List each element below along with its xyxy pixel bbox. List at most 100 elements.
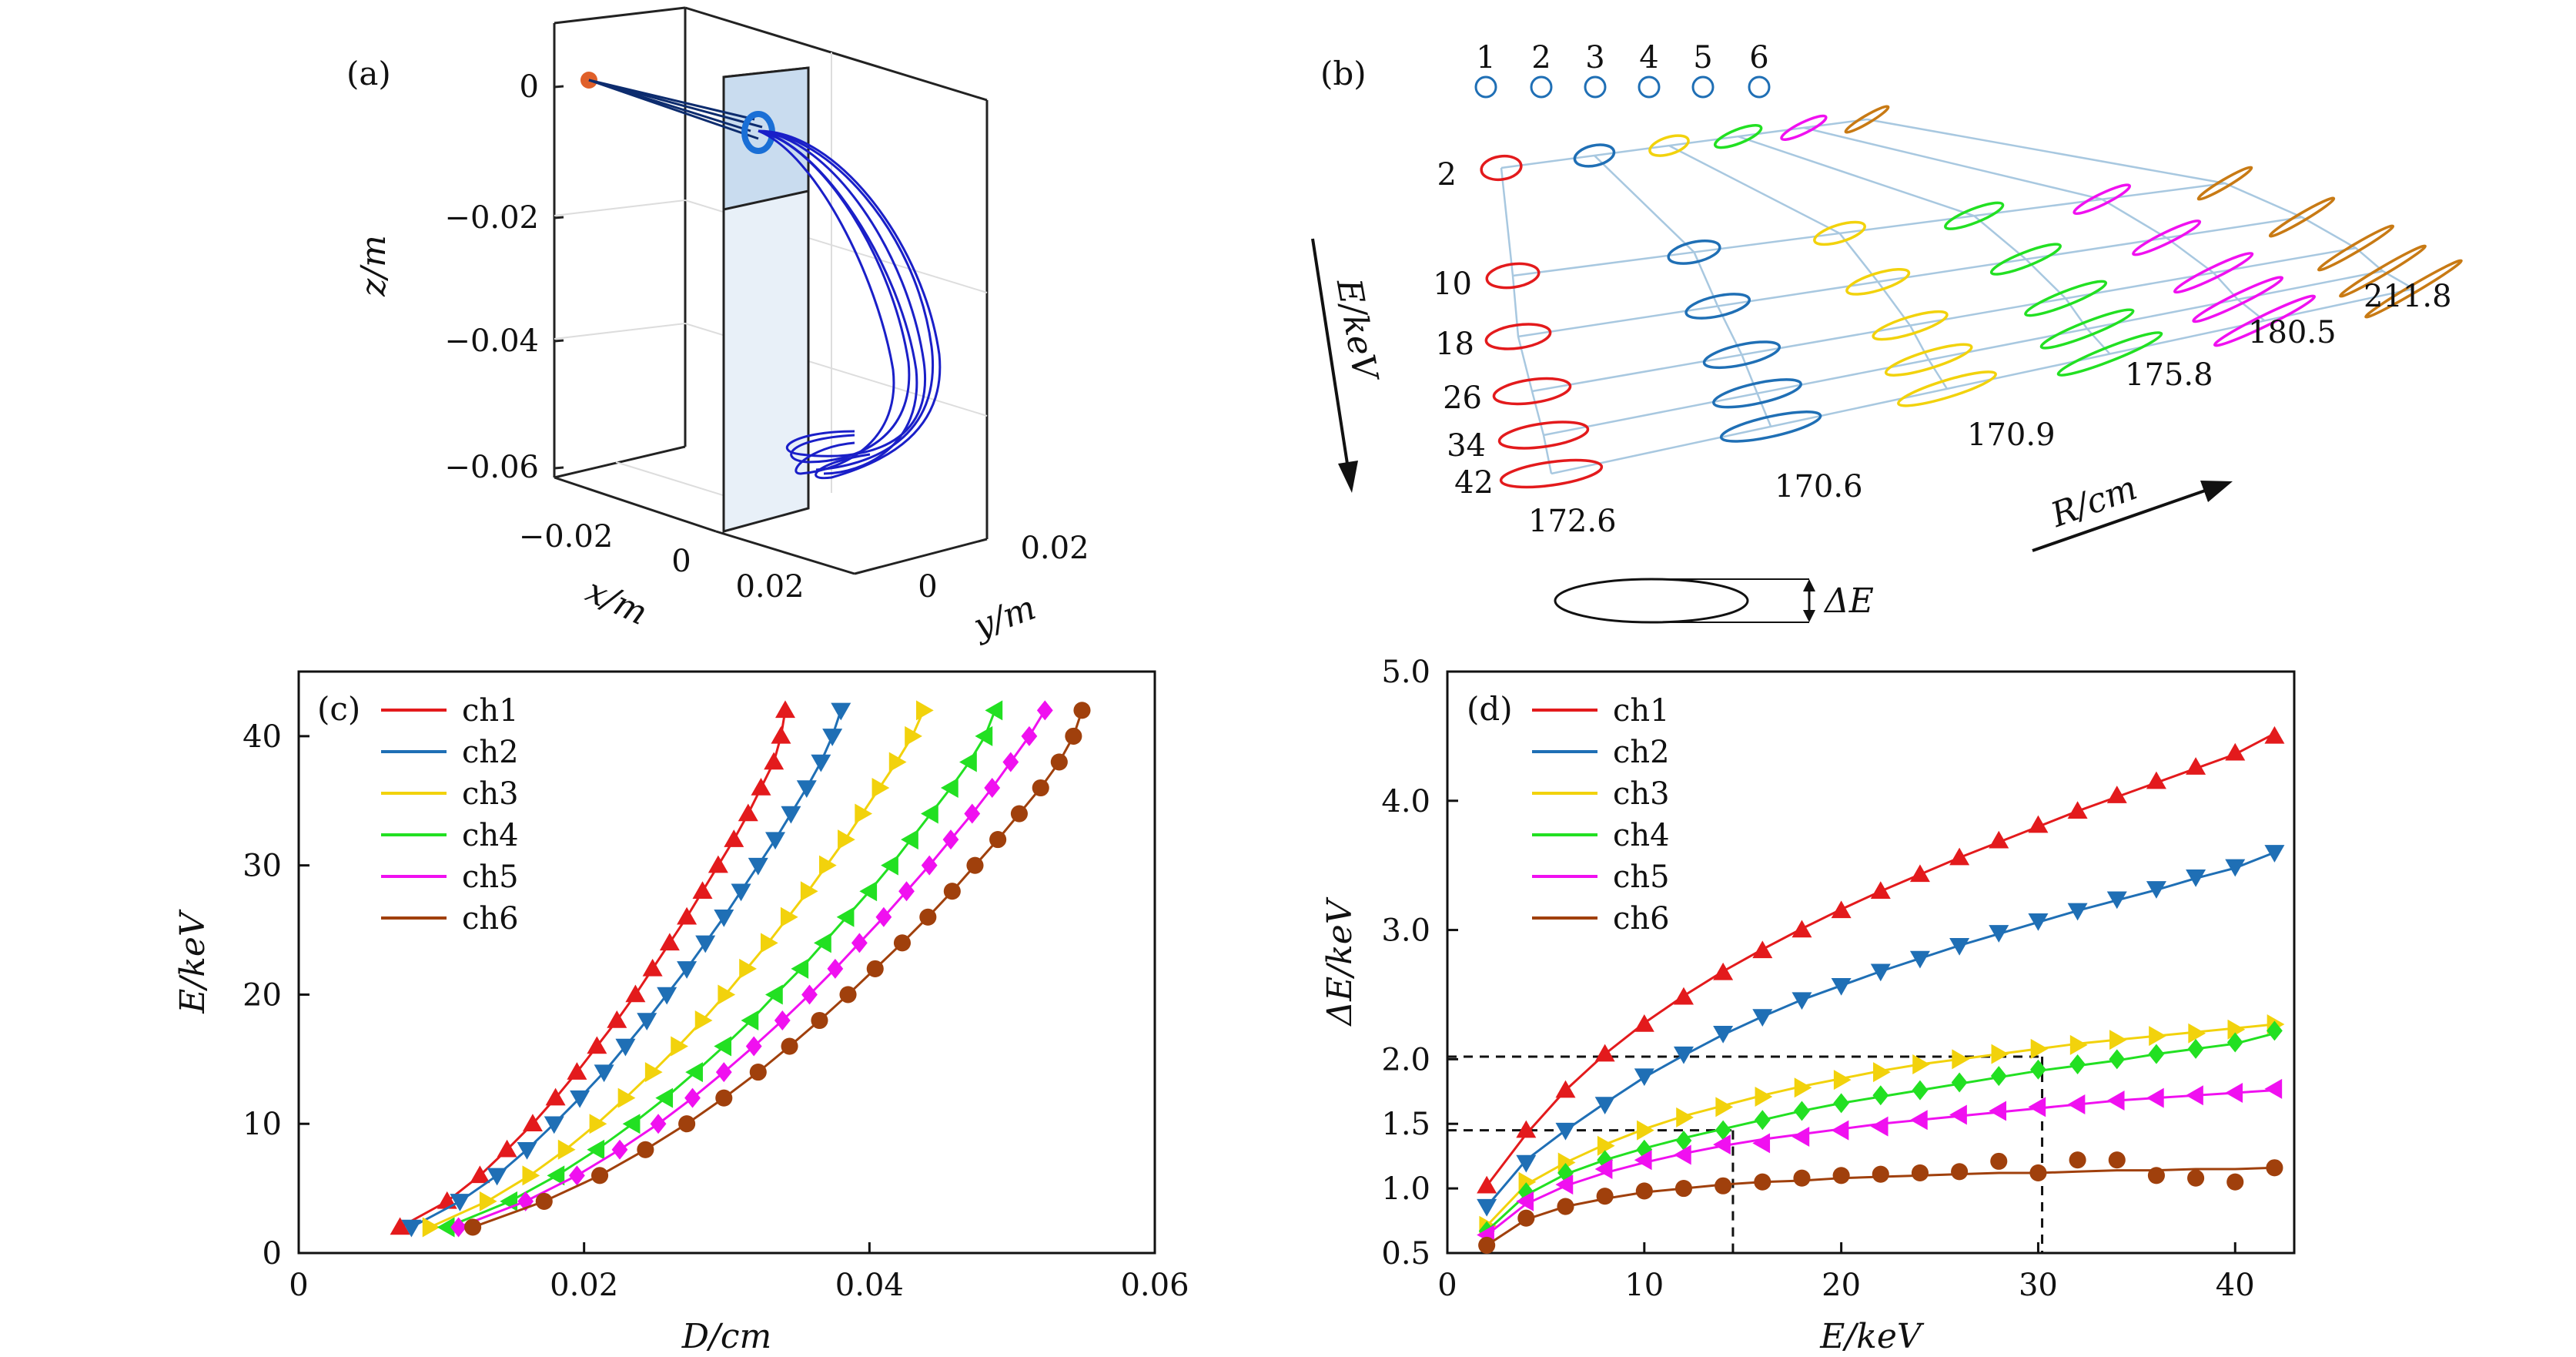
data-point: [771, 725, 791, 744]
data-point: [760, 933, 778, 953]
series-ch3: [422, 700, 934, 1238]
data-point: [2028, 1097, 2046, 1117]
panel-c-label: (c): [317, 690, 360, 728]
x-axis-label: x/m: [580, 571, 653, 634]
data-point: [1990, 1152, 2008, 1170]
z-tick: −0.06: [444, 450, 539, 485]
channel-number: 5: [1693, 40, 1712, 75]
data-point: [814, 933, 831, 953]
data-point: [2264, 725, 2285, 744]
axis-ticks: 0 0.02 0.04 0.06 0 10 20 30 40: [243, 719, 1189, 1303]
channel-ellipse: [1684, 293, 1751, 320]
axis-ticks: 0 10 20 30 40 0.5 1.0 1.5 2.0 3.0 4.0 5.0: [1381, 655, 2254, 1303]
data-point: [637, 1013, 657, 1030]
y-tick-label: 1.5: [1381, 1107, 1430, 1142]
y-axis-label: ΔE/keV: [1320, 896, 1360, 1027]
data-point: [1793, 1169, 1811, 1187]
data-point: [545, 1087, 566, 1106]
radius-arrow: [2032, 488, 2210, 552]
data-point: [1755, 1086, 1773, 1107]
data-point: [715, 1062, 732, 1083]
channel-ellipse: [1884, 343, 1973, 377]
data-point: [450, 1217, 467, 1238]
data-point: [1516, 1120, 1537, 1138]
data-point: [544, 1116, 564, 1134]
data-point: [2186, 869, 2206, 887]
data-point: [2226, 1173, 2244, 1191]
data-point: [731, 883, 751, 902]
data-point: [745, 1036, 762, 1057]
data-point: [2109, 1049, 2126, 1070]
x-tick-label: 0.02: [550, 1268, 618, 1303]
data-point: [1634, 1150, 1652, 1171]
data-point: [1831, 977, 1852, 996]
y-tick-label: 2.0: [1381, 1042, 1430, 1077]
data-point: [569, 1165, 585, 1186]
energy-label: 42: [1454, 465, 1494, 501]
data-point: [2030, 1038, 2049, 1059]
channel-ellipse: [2039, 308, 2135, 350]
data-point: [678, 1115, 696, 1133]
data-point: [1791, 1127, 1810, 1147]
data-point: [464, 1218, 482, 1236]
data-point: [1032, 779, 1049, 797]
data-point: [859, 881, 878, 902]
series-ch4: [437, 700, 1003, 1238]
legend-label: ch6: [462, 901, 519, 936]
data-point: [1673, 1144, 1691, 1165]
data-point: [587, 1139, 605, 1160]
data-point: [617, 1087, 636, 1108]
data-point: [1991, 1044, 2009, 1064]
series-ch2: [1477, 845, 2285, 1217]
data-point: [966, 856, 984, 874]
box-frame: [553, 6, 989, 575]
channel-ellipse: [1499, 458, 1604, 489]
data-point: [567, 1062, 587, 1080]
channel-marker: [1584, 75, 1607, 99]
data-point: [1594, 1044, 1615, 1062]
data-point: [677, 906, 698, 925]
data-point: [401, 1219, 422, 1238]
data-point: [1478, 1236, 1496, 1254]
data-point: [1477, 1198, 1497, 1217]
x-tick-label: 0.04: [835, 1268, 904, 1303]
energy-arrowhead: [1338, 461, 1358, 493]
panel-b-label: (b): [1320, 55, 1367, 92]
delta-ellipse: [1554, 578, 1749, 624]
data-point: [881, 855, 898, 876]
data-point: [1912, 1054, 1930, 1075]
delta-label: ΔE: [1823, 581, 1874, 621]
beam-lines: [588, 79, 763, 140]
data-point: [1517, 1182, 1534, 1203]
x-tick-label: 0.06: [1120, 1268, 1189, 1303]
channel-ellipse: [1897, 370, 1997, 407]
data-point: [2225, 1082, 2243, 1103]
data-point: [748, 857, 768, 876]
data-point: [851, 933, 868, 953]
data-point: [871, 778, 890, 798]
channel-ellipse: [2364, 259, 2463, 319]
data-point: [1477, 1175, 1497, 1194]
data-point: [1952, 1049, 1970, 1070]
energy-arrow: [1311, 238, 1350, 474]
data-point: [1065, 727, 1082, 745]
data-point: [2069, 1054, 2086, 1075]
channel-ellipse: [1713, 124, 1763, 149]
data-point: [2030, 1059, 2046, 1080]
data-point: [985, 700, 1003, 721]
data-point: [1050, 753, 1068, 771]
data-point: [1752, 1133, 1771, 1154]
data-point: [2108, 1151, 2126, 1169]
data-point: [1676, 1107, 1694, 1127]
x-tick-label: 20: [1822, 1268, 1861, 1303]
channel-ellipse: [2073, 183, 2132, 216]
channel-marker: [1748, 75, 1771, 99]
data-point: [781, 806, 801, 824]
data-point: [838, 829, 855, 850]
z-axis-label: z/m: [354, 235, 393, 297]
legend-label: ch4: [1613, 818, 1670, 853]
data-point: [1989, 830, 2009, 849]
panel-d: 0 10 20 30 400.51.01.52.03.04.05.0 (d) ch1ch…: [1320, 655, 2296, 1356]
data-point: [718, 984, 736, 1005]
data-point: [2028, 815, 2049, 833]
